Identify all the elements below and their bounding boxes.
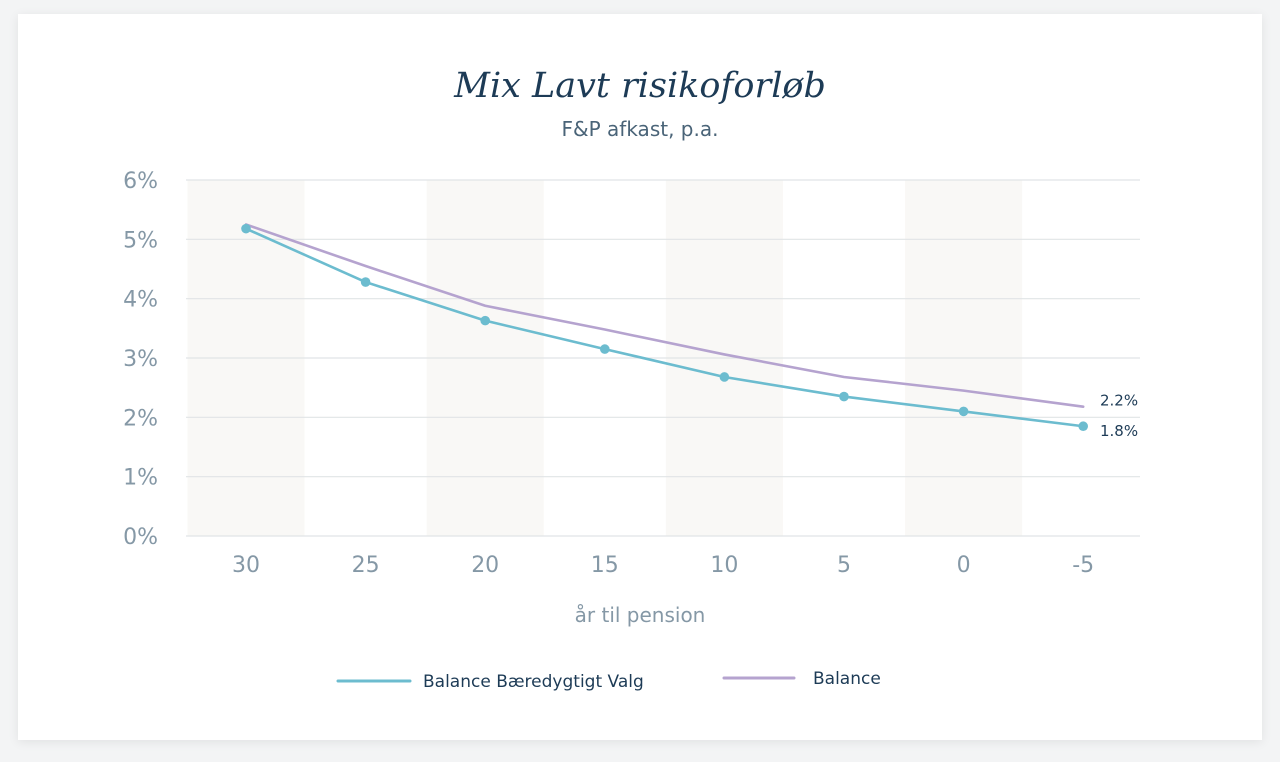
line-chart: 6% 5% 4% 3% 2% 1% 0% 30 25 20 15 10 5 0 -5 1.8% 2.2% å…: [123, 169, 1140, 692]
x-tick-label: 20: [471, 553, 499, 578]
x-tick-label: 0: [957, 553, 971, 578]
data-point: [480, 315, 491, 326]
legend: Balance Bæredygtigt Valg Balance: [336, 669, 881, 692]
data-point: [1078, 421, 1088, 432]
x-tick-label: -5: [1072, 553, 1094, 578]
x-tick-label: 25: [352, 553, 380, 578]
series-end-label: 1.8%: [1100, 422, 1138, 440]
chart-title: Mix Lavt risikoforløb: [454, 66, 826, 106]
x-tick-label: 10: [710, 553, 738, 578]
chart-subtitle: F&P afkast, p.a.: [561, 117, 719, 141]
data-point: [958, 406, 969, 417]
series-end-labels: 1.8% 2.2%: [1100, 392, 1138, 441]
legend-label: Balance Bæredygtigt Valg: [423, 672, 644, 692]
x-axis-title: år til pension: [575, 603, 706, 627]
y-tick-label: 2%: [123, 406, 158, 431]
series-markers: [241, 223, 1088, 432]
legend-label: Balance: [813, 669, 881, 689]
series-end-label: 2.2%: [1100, 392, 1138, 410]
data-point: [600, 344, 610, 354]
x-tick-label: 5: [837, 553, 851, 578]
x-tick-label: 30: [232, 553, 260, 578]
y-tick-label: 0%: [123, 525, 158, 550]
grid-lines: [186, 179, 1140, 537]
y-tick-label: 3%: [123, 347, 158, 372]
y-axis-ticks: 6% 5% 4% 3% 2% 1% 0%: [123, 169, 158, 550]
data-point: [241, 223, 251, 234]
y-tick-label: 6%: [123, 169, 158, 194]
x-tick-label: 15: [591, 553, 619, 578]
chart-card: Mix Lavt risikoforløb F&P afkast, p.a. 6…: [18, 14, 1262, 740]
series-line: [244, 227, 1085, 428]
y-tick-label: 4%: [123, 288, 158, 313]
x-axis-ticks: 30 25 20 15 10 5 0 -5: [232, 553, 1094, 578]
data-point: [360, 277, 371, 287]
data-point: [719, 372, 730, 382]
series-line: [244, 223, 1085, 408]
y-tick-label: 5%: [123, 228, 158, 253]
series-lines: [244, 223, 1085, 428]
data-point: [839, 391, 849, 402]
y-tick-label: 1%: [123, 466, 158, 491]
